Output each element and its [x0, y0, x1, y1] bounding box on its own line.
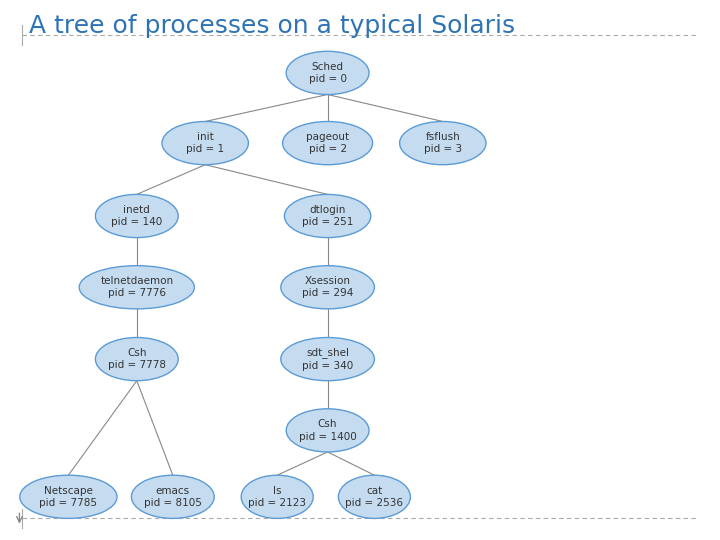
Text: fsflush
pid = 3: fsflush pid = 3: [424, 132, 462, 154]
Text: cat
pid = 2536: cat pid = 2536: [346, 485, 403, 508]
Text: dtlogin
pid = 251: dtlogin pid = 251: [302, 205, 354, 227]
Ellipse shape: [287, 51, 369, 94]
Text: init
pid = 1: init pid = 1: [186, 132, 224, 154]
Ellipse shape: [131, 475, 215, 518]
Ellipse shape: [281, 338, 374, 381]
Text: Xsession
pid = 294: Xsession pid = 294: [302, 276, 354, 299]
Text: Csh
pid = 1400: Csh pid = 1400: [299, 419, 356, 442]
Text: inetd
pid = 140: inetd pid = 140: [111, 205, 163, 227]
Text: Sched
pid = 0: Sched pid = 0: [309, 62, 346, 84]
Text: telnetdaemon
pid = 7776: telnetdaemon pid = 7776: [100, 276, 174, 299]
Text: emacs
pid = 8105: emacs pid = 8105: [144, 485, 202, 508]
Ellipse shape: [281, 266, 374, 309]
Ellipse shape: [95, 194, 179, 238]
Ellipse shape: [162, 122, 248, 165]
Ellipse shape: [283, 122, 373, 165]
Text: A tree of processes on a typical Solaris: A tree of processes on a typical Solaris: [29, 14, 515, 37]
Ellipse shape: [95, 338, 179, 381]
Text: pageout
pid = 2: pageout pid = 2: [306, 132, 349, 154]
Ellipse shape: [241, 475, 313, 518]
Text: ls
pid = 2123: ls pid = 2123: [248, 485, 306, 508]
Ellipse shape: [287, 409, 369, 452]
Text: Netscape
pid = 7785: Netscape pid = 7785: [40, 485, 97, 508]
Text: sdt_shel
pid = 340: sdt_shel pid = 340: [302, 347, 354, 371]
Text: Csh
pid = 7778: Csh pid = 7778: [108, 348, 166, 370]
Ellipse shape: [20, 475, 117, 518]
Ellipse shape: [400, 122, 486, 165]
Ellipse shape: [338, 475, 410, 518]
Ellipse shape: [79, 266, 194, 309]
Ellipse shape: [284, 194, 371, 238]
